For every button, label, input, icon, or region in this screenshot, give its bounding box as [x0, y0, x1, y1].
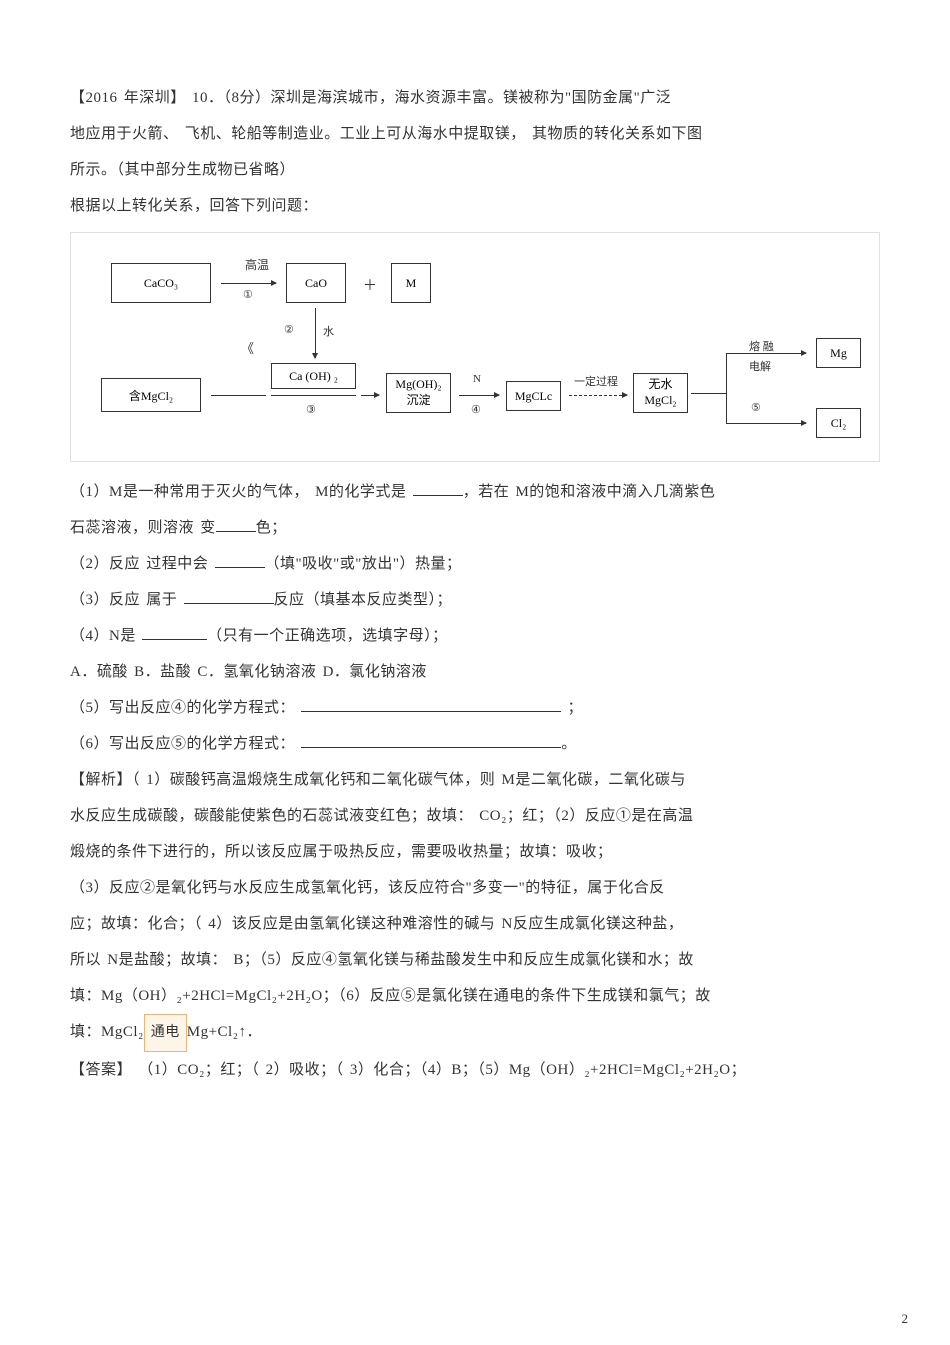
- label-n: N: [473, 373, 481, 385]
- node-mgclc: MgCLc: [506, 381, 561, 411]
- intro-line-4: 根据以上转化关系，回答下列问题：: [70, 188, 880, 224]
- q6b: 。: [561, 736, 577, 752]
- node-m: M: [391, 263, 431, 303]
- blank-q3: [184, 588, 274, 604]
- q6: （6）写出反应⑤的化学方程式： 。: [70, 726, 880, 762]
- q1-line2: 石蕊溶液，则溶液 变 色；: [70, 510, 880, 546]
- q2b: （填"吸收"或"放出"）热量；: [265, 556, 462, 572]
- node-caco3: CaCO₃: [111, 263, 211, 303]
- blank-q1-color: [216, 516, 256, 532]
- q1c: 石蕊溶液，则溶液 变: [70, 520, 216, 536]
- q2: （2）反应 过程中会 （填"吸收"或"放出"）热量；: [70, 546, 880, 582]
- blank-q4: [142, 624, 207, 640]
- arrow-mg: [726, 353, 806, 354]
- arrow-2v: [315, 308, 316, 358]
- analysis-l3: 煅烧的条件下进行的，所以该反应属于吸热反应，需要吸收热量；故填：吸收；: [70, 834, 880, 870]
- q6a: （6）写出反应⑤的化学方程式：: [70, 736, 301, 752]
- arrow-cl2: [726, 423, 806, 424]
- arrow-dash: [569, 395, 627, 396]
- page-number: 2: [902, 1311, 909, 1327]
- label-yiding: 一定过程: [574, 373, 618, 389]
- analysis-l8c: Mg+Cl₂↑．: [187, 1024, 262, 1040]
- arrow-4: [459, 395, 499, 396]
- label-step2: ②: [284, 323, 294, 336]
- arrow-3: [361, 395, 379, 396]
- node-mg: Mg: [816, 338, 861, 368]
- tongdian-image: 通电: [144, 1014, 187, 1052]
- q4a: （4）N是: [70, 628, 142, 644]
- analysis-l1: 【解析】（ 1）碳酸钙高温煅烧生成氧化钙和二氧化碳气体，则 M是二氧化碳，二氧化…: [70, 762, 880, 798]
- q3: （3）反应 属于 反应（填基本反应类型）；: [70, 582, 880, 618]
- anhyd-top: 无水: [648, 377, 672, 393]
- blank-q1-formula: [413, 480, 463, 496]
- node-anhydrous: 无水 MgCl₂: [633, 373, 688, 413]
- q3a: （3）反应 属于: [70, 592, 184, 608]
- q1a: （1）M是一种常用于灭火的气体， M的化学式是: [70, 484, 413, 500]
- label-water: 水: [323, 323, 334, 339]
- analysis-l4: （3）反应②是氧化钙与水反应生成氢氧化钙，该反应符合"多变一"的特征，属于化合反: [70, 870, 880, 906]
- q4b: （只有一个正确选项，选填字母）；: [207, 628, 448, 644]
- q1-line1: （1）M是一种常用于灭火的气体， M的化学式是 ，若在 M的饱和溶液中滴入几滴紫…: [70, 474, 880, 510]
- label-step3: ③: [306, 403, 316, 416]
- anhyd-bot: MgCl₂: [644, 393, 676, 409]
- arrow-1: [221, 283, 276, 284]
- mgoh2-bot: 沉淀: [406, 393, 430, 409]
- q5a: （5）写出反应④的化学方程式：: [70, 700, 301, 716]
- analysis-l7: 填：Mg（OH）₂+2HCl=MgCl₂+2H₂O；（6）反应⑤是氯化镁在通电的…: [70, 978, 880, 1014]
- label-plus: ＋: [363, 275, 377, 295]
- label-step1: ①: [243, 288, 253, 301]
- reaction-diagram: CaCO₃ 高温 ① CaO ＋ M ② 水 《 含MgCl₂ Ca (OH) …: [70, 232, 880, 462]
- node-mgoh2: Mg(OH)₂ 沉淀: [386, 373, 451, 413]
- q3b: 反应（填基本反应类型）；: [274, 592, 453, 608]
- line-vsplit: [726, 353, 727, 423]
- q5b: ；: [561, 700, 583, 716]
- answer: 【答案】 （1）CO₂；红；（ 2）吸收；（ 3）化合；（4）B；（5）Mg（O…: [70, 1052, 880, 1088]
- node-caoh2: Ca (OH) ₂: [271, 363, 356, 389]
- line-out: [691, 393, 726, 394]
- mgoh2-top: Mg(OH)₂: [395, 377, 441, 393]
- q5: （5）写出反应④的化学方程式： ；: [70, 690, 880, 726]
- analysis-l8a: 填：MgCl₂: [70, 1024, 144, 1040]
- blank-q5: [301, 696, 561, 712]
- node-cao: CaO: [286, 263, 346, 303]
- q1b: ，若在 M的饱和溶液中滴入几滴紫色: [463, 484, 716, 500]
- q4: （4）N是 （只有一个正确选项，选填字母）；: [70, 618, 880, 654]
- label-step4: ④: [471, 403, 481, 416]
- analysis-l6: 所以 N是盐酸；故填： B；（5）反应④氢氧化镁与稀盐酸发生中和反应生成氯化镁和…: [70, 942, 880, 978]
- line-3b: [271, 395, 356, 396]
- node-mgcl2-in: 含MgCl₂: [101, 378, 201, 412]
- line-3: [211, 395, 266, 396]
- q4-options: A．硫酸 B．盐酸 C．氢氧化钠溶液 D．氯化钠溶液: [70, 654, 880, 690]
- intro-line-2: 地应用于火箭、 飞机、轮船等制造业。工业上可从海水中提取镁， 其物质的转化关系如…: [70, 116, 880, 152]
- label-rongrong: 熔 融: [749, 338, 774, 354]
- label-dianjie: 电解: [749, 358, 771, 374]
- q1d: 色；: [256, 520, 287, 536]
- label-step5: ⑤: [751, 401, 761, 414]
- blank-q6: [301, 732, 561, 748]
- blank-q2: [215, 552, 265, 568]
- analysis-l8: 填：MgCl₂通电Mg+Cl₂↑．: [70, 1014, 880, 1052]
- label-gaowen: 高温: [245, 256, 269, 273]
- intro-line-3: 所示。（其中部分生成物已省略）: [70, 152, 880, 188]
- analysis-l2: 水反应生成碳酸，碳酸能使紫色的石蕊试液变红色；故填： CO₂；红；（2）反应①是…: [70, 798, 880, 834]
- intro-line-1: 【2016 年深圳】 10．（8分）深圳是海滨城市，海水资源丰富。镁被称为"国防…: [70, 80, 880, 116]
- analysis-l5: 应；故填：化合；（ 4）该反应是由氢氧化镁这种难溶性的碱与 N反应生成氯化镁这种…: [70, 906, 880, 942]
- node-cl2: Cl₂: [816, 408, 861, 438]
- label-leftparen: 《: [241, 338, 254, 357]
- q2a: （2）反应 过程中会: [70, 556, 215, 572]
